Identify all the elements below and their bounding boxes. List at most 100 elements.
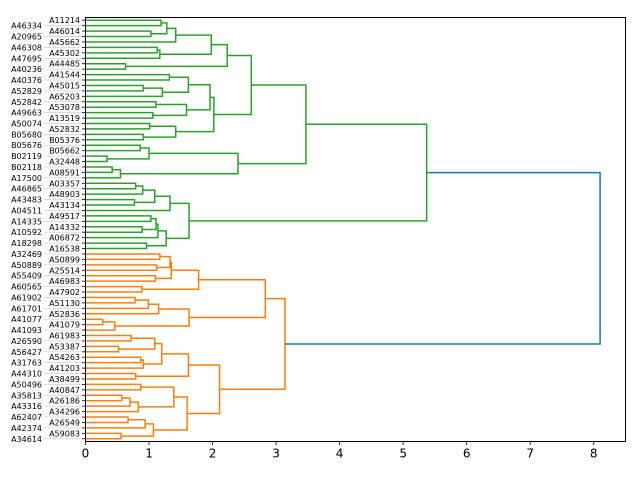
leaf-label: A50889: [11, 261, 42, 270]
dendrogram-link: [85, 144, 141, 152]
leaf-label: A41077: [11, 315, 42, 324]
leaf-label: B05680: [11, 130, 42, 139]
dendrogram-link: [121, 423, 155, 437]
x-axis-ticks: 0 1 2 3 4 5 6 7 8: [82, 441, 598, 461]
dendrogram-link: [150, 22, 168, 35]
leaf-label: A56427: [11, 348, 42, 357]
dendrogram-link: [85, 274, 157, 282]
dendrogram-link: [85, 345, 120, 353]
dendrogram-link: [85, 401, 139, 413]
leaf-label: A18298: [11, 239, 42, 248]
leaf-label: A20965: [11, 33, 42, 42]
leaf-label: A32469: [11, 250, 42, 259]
dendrogram-link: [85, 296, 136, 304]
dendrogram-link: [85, 226, 143, 233]
dendrogram-link: [142, 217, 157, 231]
dendrogram-link: [85, 73, 171, 81]
dendrogram-link: [85, 359, 145, 369]
leaf-label: A14332: [49, 223, 80, 232]
leaf-label: A42374: [11, 424, 42, 433]
dendrogram-link: [189, 123, 428, 222]
dendrogram-link: [85, 198, 136, 206]
dendrogram-link: [85, 30, 152, 38]
x-tick-label: 4: [336, 447, 344, 461]
dendrogram-link: [85, 299, 150, 310]
dendrogram-link: [175, 96, 215, 133]
x-tick-label: 6: [463, 447, 471, 461]
dendrogram-link: [85, 185, 144, 195]
leaf-label: A38499: [49, 375, 80, 384]
leaf-label: A41093: [11, 326, 42, 335]
leaf-label: A43134: [49, 201, 80, 210]
dendrogram-link: [237, 84, 307, 165]
dendrogram-link: [85, 419, 146, 429]
leaf-label: A26590: [11, 337, 42, 346]
plot-frame: [85, 17, 626, 442]
dendrogram-link: [85, 242, 148, 250]
dendrogram-link: [85, 264, 158, 272]
leaf-label: A55409: [11, 272, 42, 281]
leaf-label: A46014: [49, 27, 80, 36]
leaf-label: A59083: [49, 429, 80, 438]
leaf-label: A40236: [11, 65, 42, 74]
leaf-label: A45302: [49, 49, 80, 58]
leaf-label: A48903: [49, 190, 80, 199]
leaf-label: A49663: [11, 109, 42, 118]
dendrogram-root-link: [284, 171, 601, 345]
dendrogram-link: [153, 396, 188, 431]
x-tick-label: 3: [272, 447, 280, 461]
leaf-label: A06872: [49, 234, 80, 243]
x-tick-label: 0: [82, 447, 90, 461]
dendrogram-link: [156, 255, 171, 269]
leaf-label: B05376: [49, 136, 80, 145]
dendrogram-link: [85, 62, 127, 70]
leaf-label: A65203: [49, 92, 80, 101]
leaf-label: A54263: [49, 353, 80, 362]
dendrogram-link: [85, 168, 122, 179]
leaf-label: A40376: [11, 76, 42, 85]
dendrogram-link: [85, 383, 142, 391]
dendrogram-link: [85, 372, 137, 380]
leaf-label: A41079: [49, 321, 80, 330]
dendrogram-link: [143, 342, 163, 365]
dendrogram-link: [85, 215, 152, 223]
leaf-label: A60565: [11, 283, 42, 292]
leaf-label: A45662: [49, 38, 80, 47]
leaf-label: A34614: [11, 435, 42, 444]
dendrogram-link: [85, 416, 129, 424]
leaf-labels: A11214 A46334 A46014 A20965 A45662 A46308 A453…: [11, 16, 86, 444]
dendrogram-link: [146, 230, 167, 247]
leaf-label: A44310: [11, 370, 42, 379]
x-tick-label: 2: [209, 447, 217, 461]
dendrogram-link: [85, 334, 132, 342]
dendrogram-link: [134, 189, 156, 204]
leaf-label: A53078: [49, 103, 80, 112]
dendrogram-link: [219, 297, 286, 391]
leaf-label: A08591: [49, 168, 80, 177]
leaf-label: A50899: [49, 255, 80, 264]
x-tick-label: 7: [526, 447, 534, 461]
leaf-label: A16538: [49, 245, 80, 254]
dendrogram-link: [85, 397, 131, 407]
leaf-label: A14335: [11, 217, 42, 226]
leaf-label: A43483: [11, 196, 42, 205]
dendrogram-link: [187, 364, 221, 415]
dendrogram-link: [186, 84, 211, 111]
dendrogram-link: [85, 46, 159, 54]
leaf-label: A49517: [49, 212, 80, 221]
leaf-label: A52842: [11, 98, 42, 107]
dendrogram-link: [85, 84, 145, 92]
dendrogram-link: [85, 182, 137, 190]
x-tick-label: 5: [399, 447, 407, 461]
dendrogram-link: [120, 152, 239, 175]
leaf-label: A11214: [49, 16, 80, 25]
dendrogram-link: [118, 337, 156, 350]
leaf-label: A17500: [11, 174, 42, 183]
dendrogram-link: [155, 261, 173, 280]
leaf-label: A47695: [11, 54, 42, 63]
dendrogram-link: [189, 279, 267, 319]
leaf-label: B02118: [11, 163, 42, 172]
leaf-label: A26549: [49, 418, 80, 427]
leaf-label: A04511: [11, 206, 42, 215]
